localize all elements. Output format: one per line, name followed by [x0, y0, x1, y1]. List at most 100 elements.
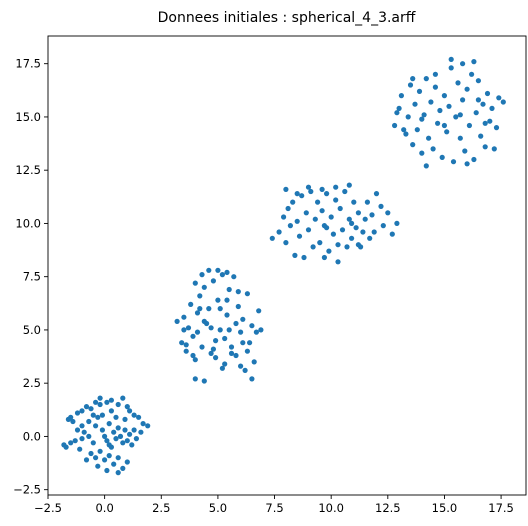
- data-point: [213, 355, 219, 361]
- data-point: [77, 446, 83, 452]
- x-tick-label: 15.0: [432, 501, 458, 515]
- data-point: [106, 421, 112, 427]
- data-point: [269, 235, 275, 241]
- data-point: [412, 101, 418, 107]
- data-point: [448, 56, 454, 63]
- data-point: [337, 205, 343, 212]
- data-point: [102, 457, 108, 463]
- data-point: [235, 303, 241, 310]
- data-point: [194, 329, 201, 335]
- data-point: [108, 397, 114, 403]
- data-point: [394, 220, 400, 226]
- data-point: [138, 429, 144, 435]
- data-point: [238, 363, 244, 369]
- data-point: [355, 242, 361, 248]
- data-point: [432, 71, 438, 77]
- data-point: [174, 318, 180, 324]
- y-tick-label: 12.5: [15, 163, 41, 177]
- y-tick-label: 2.5: [23, 376, 41, 390]
- data-point: [79, 408, 85, 414]
- data-point: [197, 306, 203, 312]
- data-point: [493, 125, 500, 131]
- data-point: [192, 357, 198, 363]
- data-point: [124, 404, 130, 410]
- data-point: [489, 105, 495, 111]
- data-point: [72, 438, 78, 444]
- data-point: [326, 248, 332, 254]
- data-point: [83, 404, 90, 410]
- data-point: [244, 348, 250, 354]
- data-point: [192, 376, 198, 382]
- data-point: [179, 340, 185, 346]
- data-point: [181, 327, 187, 333]
- data-point: [190, 352, 196, 359]
- data-point: [131, 427, 137, 433]
- axes-layer: −2.5 0.0 2.5 5.0 7.5 10.0 12.5 15.0 17.5 −2.5 0.0 2…: [13, 35, 527, 515]
- data-point: [217, 327, 223, 333]
- data-point: [432, 84, 438, 90]
- data-point: [199, 344, 205, 350]
- data-point: [333, 197, 339, 203]
- data-point: [333, 184, 339, 190]
- data-point: [129, 442, 135, 448]
- data-point: [68, 440, 74, 446]
- data-point: [113, 414, 119, 420]
- data-point: [217, 306, 223, 312]
- data-point: [305, 227, 312, 233]
- data-point: [192, 280, 198, 286]
- data-point: [369, 212, 375, 218]
- data-point: [83, 457, 90, 463]
- data-point: [231, 274, 237, 280]
- data-point: [450, 159, 457, 165]
- data-point: [240, 316, 246, 322]
- data-point: [346, 216, 352, 222]
- data-point: [201, 284, 207, 290]
- data-point: [206, 306, 212, 312]
- data-point: [81, 429, 87, 435]
- data-point: [378, 203, 384, 209]
- data-point: [115, 455, 121, 461]
- data-point: [181, 314, 187, 320]
- data-point: [310, 244, 316, 250]
- data-point: [464, 86, 470, 92]
- data-point: [122, 416, 128, 422]
- y-tick-label: −2.5: [13, 483, 41, 497]
- data-point: [446, 103, 452, 109]
- data-point: [90, 440, 96, 446]
- data-point: [496, 95, 502, 101]
- data-point: [140, 421, 146, 427]
- data-point: [228, 344, 235, 350]
- data-point: [79, 436, 85, 442]
- data-point: [97, 395, 103, 401]
- points-layer: [61, 56, 506, 476]
- data-point: [108, 408, 114, 414]
- data-point: [251, 359, 257, 365]
- data-point: [249, 376, 255, 382]
- data-point: [117, 433, 124, 439]
- data-point: [448, 65, 454, 71]
- data-point: [466, 122, 472, 129]
- data-point: [473, 110, 479, 116]
- x-tick-label: 5.0: [209, 501, 227, 515]
- data-point: [93, 399, 99, 405]
- data-point: [419, 116, 425, 122]
- y-tick-label: 10.0: [15, 216, 41, 230]
- data-point: [349, 235, 355, 241]
- data-point: [283, 186, 289, 192]
- data-point: [215, 297, 221, 303]
- data-point: [115, 470, 121, 476]
- data-point: [373, 191, 380, 197]
- data-point: [95, 414, 101, 420]
- data-point: [183, 342, 189, 348]
- data-point: [190, 333, 196, 339]
- data-point: [240, 340, 246, 346]
- data-point: [315, 199, 321, 205]
- data-point: [201, 318, 207, 324]
- data-point: [457, 135, 463, 141]
- x-tick-label: 12.5: [375, 501, 401, 515]
- data-point: [185, 325, 192, 331]
- data-point: [321, 254, 327, 261]
- x-tick-label: 10.0: [318, 501, 344, 515]
- x-tick-label: 2.5: [152, 501, 170, 515]
